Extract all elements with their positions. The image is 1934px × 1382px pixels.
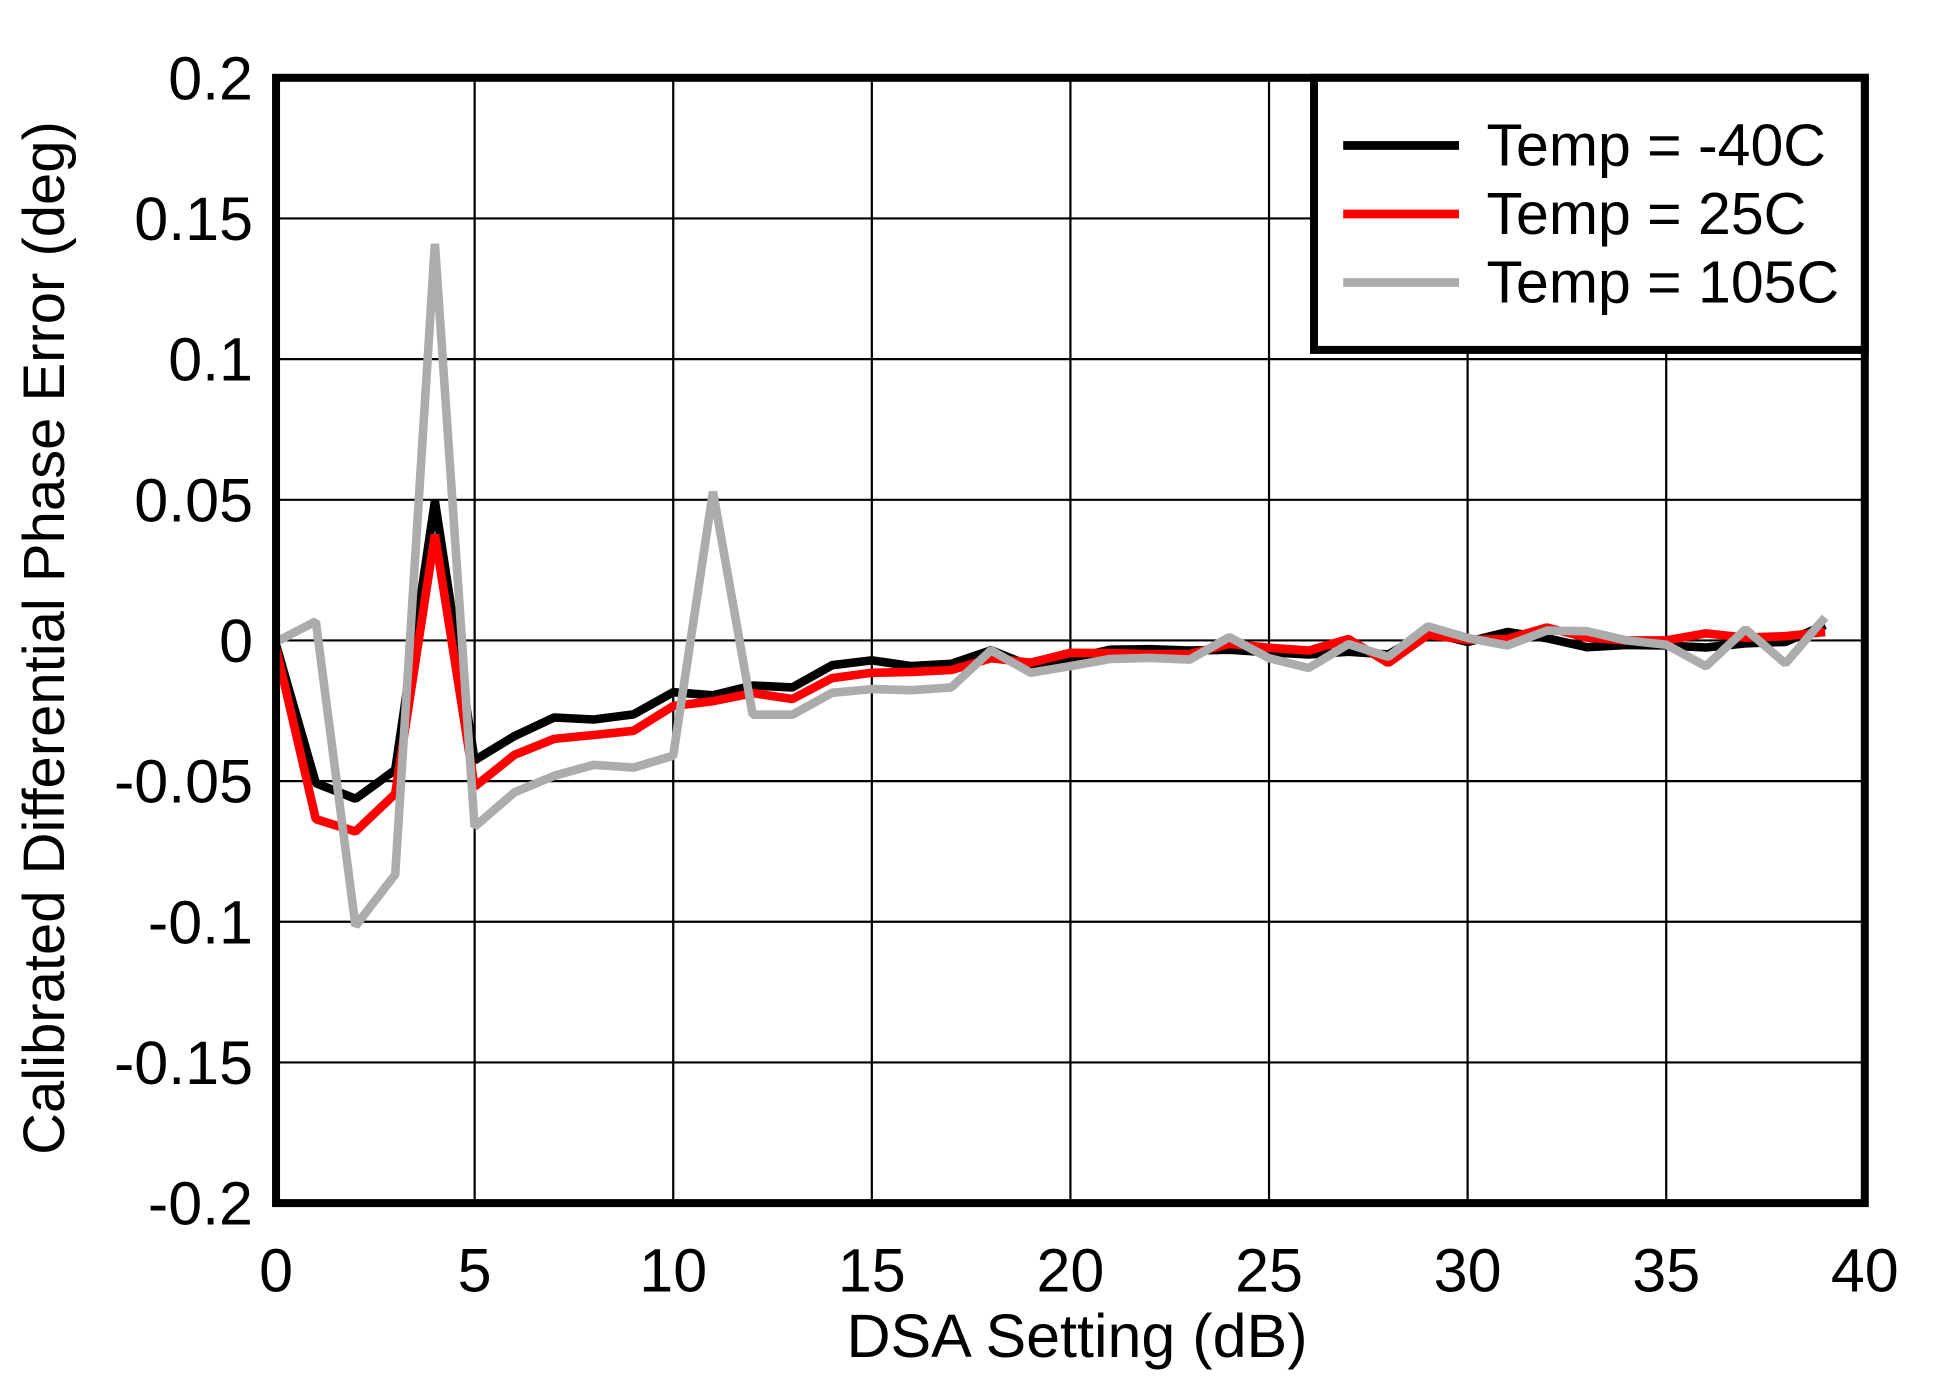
svg-text:35: 35 bbox=[1632, 1237, 1700, 1305]
svg-text:40: 40 bbox=[1831, 1237, 1899, 1305]
svg-text:Calibrated Differential Phase: Calibrated Differential Phase Error (deg… bbox=[12, 121, 77, 1155]
svg-text:Temp = -40C: Temp = -40C bbox=[1487, 113, 1826, 179]
svg-text:-0.05: -0.05 bbox=[114, 748, 253, 816]
svg-text:10: 10 bbox=[639, 1237, 707, 1305]
svg-text:5: 5 bbox=[458, 1237, 492, 1305]
svg-text:-0.15: -0.15 bbox=[114, 1029, 253, 1097]
svg-text:30: 30 bbox=[1434, 1237, 1502, 1305]
svg-text:-0.1: -0.1 bbox=[148, 888, 253, 956]
svg-text:0.15: 0.15 bbox=[134, 185, 253, 253]
svg-text:15: 15 bbox=[838, 1237, 906, 1305]
svg-text:Temp = 105C: Temp = 105C bbox=[1487, 250, 1840, 316]
svg-text:0.05: 0.05 bbox=[134, 466, 253, 534]
svg-text:0: 0 bbox=[259, 1237, 293, 1305]
svg-text:Temp = 25C: Temp = 25C bbox=[1487, 181, 1807, 247]
svg-text:20: 20 bbox=[1036, 1237, 1104, 1305]
svg-text:25: 25 bbox=[1235, 1237, 1303, 1305]
svg-text:-0.2: -0.2 bbox=[148, 1170, 253, 1238]
svg-text:0.2: 0.2 bbox=[168, 44, 253, 112]
svg-text:0.1: 0.1 bbox=[168, 326, 253, 394]
svg-text:0: 0 bbox=[219, 607, 253, 675]
svg-text:DSA Setting (dB): DSA Setting (dB) bbox=[846, 1302, 1307, 1370]
